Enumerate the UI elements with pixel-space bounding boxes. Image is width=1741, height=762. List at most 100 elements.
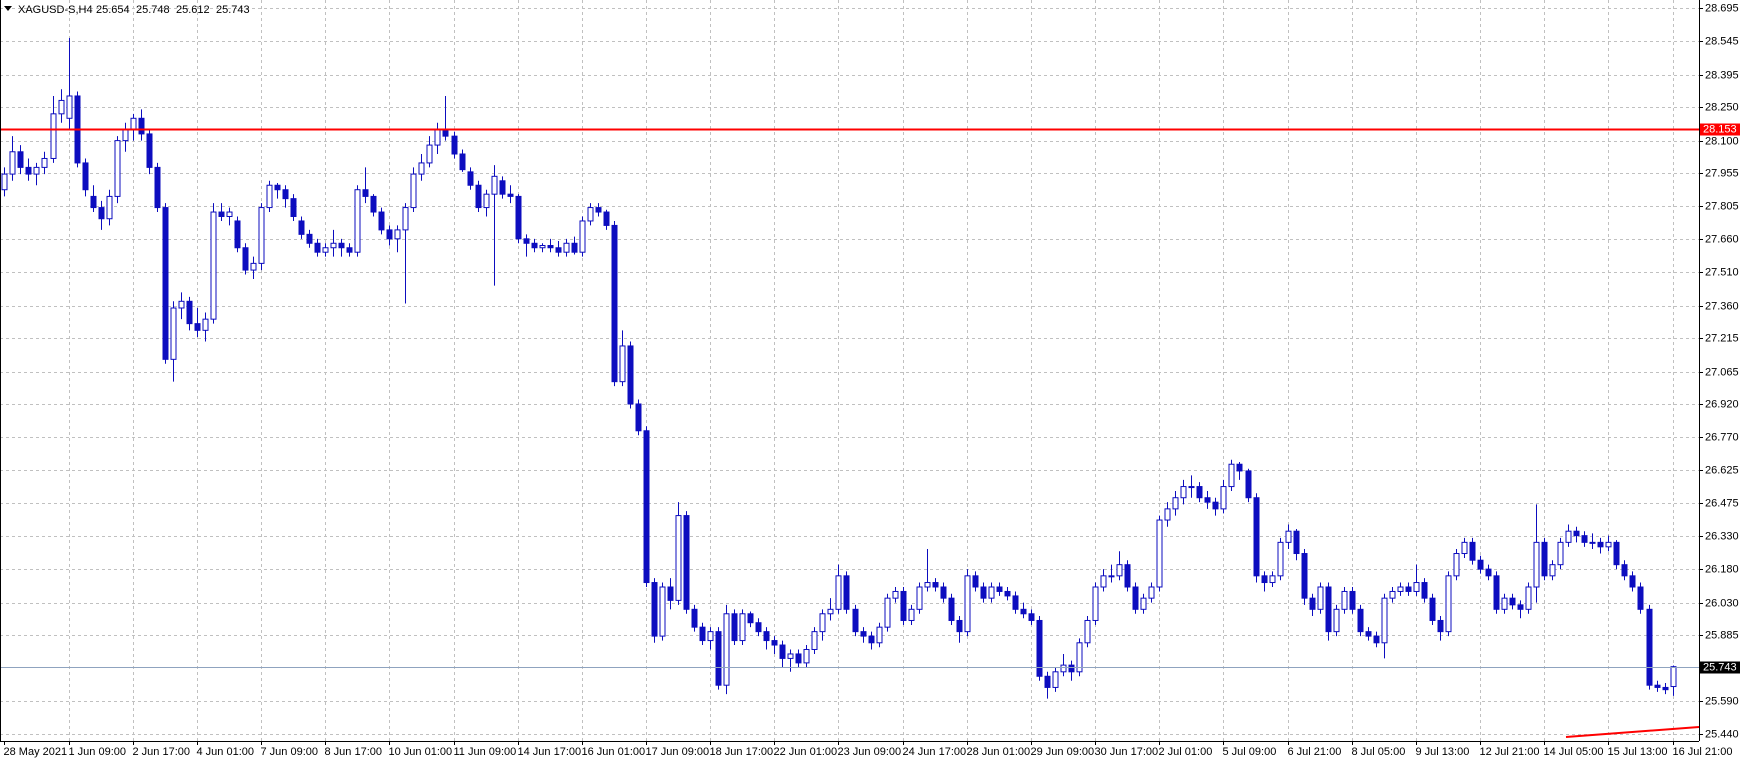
candle-body (1621, 564, 1628, 577)
candles (0, 37, 1699, 699)
y-tick-label: 28.545 (1705, 35, 1739, 47)
candle-body (1012, 595, 1019, 610)
candle-body (1309, 597, 1316, 610)
x-tick-label: 24 Jun 17:00 (903, 746, 967, 758)
candle-body (1156, 519, 1163, 588)
candle-body (779, 644, 786, 659)
candle-body (1108, 575, 1115, 578)
candle-body (787, 653, 794, 659)
candle-body (900, 590, 907, 621)
candle-body (1060, 664, 1067, 673)
y-tick-label: 26.475 (1705, 497, 1739, 509)
candle-body (274, 184, 281, 191)
candle-body (835, 575, 842, 610)
candle-body (9, 151, 16, 175)
candle-body (330, 242, 337, 249)
candle-body (146, 133, 153, 168)
candle-body (1357, 608, 1364, 633)
candle-body (715, 631, 722, 686)
candle-body (563, 242, 570, 253)
y-tick-label: 26.180 (1705, 563, 1739, 575)
candle-body (114, 140, 121, 197)
candle-body (1196, 486, 1203, 499)
candle-body (1413, 582, 1420, 592)
candle-body (451, 135, 458, 155)
y-tick-label: 28.695 (1705, 2, 1739, 14)
candle-body (1100, 575, 1107, 588)
candle-body (723, 613, 730, 686)
x-tick-label: 8 Jun 17:00 (325, 746, 383, 758)
candle-body (1253, 497, 1260, 577)
candle-body (691, 608, 698, 628)
candle-body (1236, 463, 1243, 472)
candle-body (25, 166, 32, 175)
candle-body (675, 515, 682, 601)
candle-body (1285, 530, 1292, 543)
candle-body (1654, 684, 1661, 688)
candle-body (1421, 582, 1428, 599)
y-tick-label: 27.510 (1705, 266, 1739, 278)
candle-body (1220, 486, 1227, 510)
candle-body (1397, 586, 1404, 592)
y-tick-label: 25.885 (1705, 629, 1739, 641)
candle-body (1501, 597, 1508, 610)
candle-body (202, 318, 209, 331)
x-tick-label: 5 Jul 09:00 (1223, 746, 1277, 758)
candle-body (964, 575, 971, 633)
candle-body (1333, 608, 1340, 633)
candle-body (162, 207, 169, 360)
candle-body (819, 613, 826, 633)
candle-body (1517, 604, 1524, 610)
candle-body (547, 245, 554, 249)
candle-body (1052, 671, 1059, 688)
candle-body (1277, 541, 1284, 577)
candle-body (242, 247, 249, 271)
candle-body (186, 300, 193, 325)
candle-body (1646, 608, 1653, 686)
candle-body (619, 345, 626, 383)
candle-body (1293, 530, 1300, 555)
candle-body (354, 189, 361, 253)
candle-body (571, 242, 578, 253)
candle-body (948, 597, 955, 621)
candle-body (1076, 642, 1083, 673)
candle-body (1036, 619, 1043, 677)
candle-body (1629, 575, 1636, 588)
candle-body (1541, 541, 1548, 577)
y-tick-label: 27.215 (1705, 332, 1739, 344)
candle-body (58, 99, 65, 115)
candle-body (1381, 597, 1388, 644)
candle-body (771, 640, 778, 646)
candle-body (892, 590, 899, 599)
candle-body (1092, 586, 1099, 621)
candle-body (555, 247, 562, 253)
candle-body (996, 586, 1003, 592)
candle-body (1525, 586, 1532, 610)
candle-body (1670, 666, 1677, 688)
candle-body (1509, 597, 1516, 606)
candle-body (491, 175, 498, 195)
candle-body (755, 622, 762, 633)
candle-body (1469, 541, 1476, 561)
y-tick-label: 26.770 (1705, 431, 1739, 443)
level-price-label: 28.153 (1703, 123, 1737, 135)
x-tick-label: 23 Jun 09:00 (838, 746, 902, 758)
x-tick-label: 6 Jul 21:00 (1288, 746, 1342, 758)
candle-body (266, 184, 273, 209)
candle-body (803, 648, 810, 664)
candle-body (426, 144, 433, 164)
y-tick-label: 27.360 (1705, 300, 1739, 312)
candle-body (362, 189, 369, 197)
candle-body (218, 211, 225, 217)
candle-body (988, 586, 995, 599)
candle-body (314, 242, 321, 253)
candle-body (507, 193, 514, 197)
candle-body (579, 220, 586, 253)
x-tick-label: 8 Jul 05:00 (1352, 746, 1406, 758)
y-tick-label: 26.330 (1705, 530, 1739, 542)
candle-body (50, 113, 57, 159)
candle-body (739, 613, 746, 642)
x-tick-label: 18 Jun 17:00 (710, 746, 774, 758)
header-low: 25.612 (176, 4, 210, 16)
menu-triangle[interactable] (4, 6, 12, 11)
